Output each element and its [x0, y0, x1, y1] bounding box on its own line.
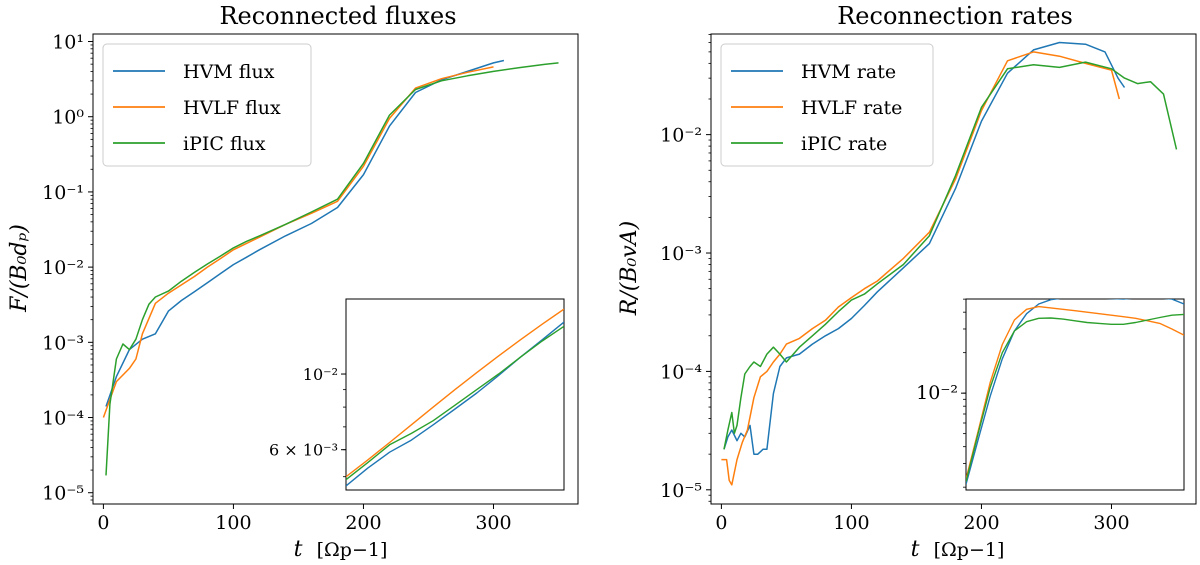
x-axis-label-unit: [Ωp−1]: [317, 539, 388, 561]
y-tick-label: 10⁻⁴: [660, 361, 702, 383]
y-tick-label: 10⁻²: [660, 125, 702, 147]
x-axis-label-main: t: [294, 537, 303, 562]
inset-y-tick-label: 10⁻²: [303, 365, 338, 384]
x-tick-label: 200: [345, 512, 381, 534]
y-tick-label: 10⁰: [52, 107, 84, 129]
x-axis-label-unit: [Ωp−1]: [934, 539, 1005, 561]
x-tick-label: 100: [215, 512, 251, 534]
inset-y-tick-label: 6 × 10⁻³: [269, 441, 338, 460]
reconnected-fluxes-panel: Reconnected fluxes 0 100 200 300 10⁻⁵ 10⁻⁴ 10⁻…: [7, 2, 579, 562]
y-tick-label: 10⁻²: [42, 257, 84, 279]
x-tick-label: 0: [715, 512, 727, 534]
hvm-flux-line: [105, 59, 505, 407]
legend-label: HVLF flux: [183, 97, 281, 119]
inset-frame: [345, 298, 565, 491]
ipic-rate-line: [723, 61, 1178, 450]
x-axis-label-main: t: [911, 537, 920, 562]
inset-ipic-flux-line: [346, 325, 564, 481]
y-axis-label: R/(B₀vA): [617, 221, 642, 316]
y-tick-label: 10⁻⁵: [42, 483, 84, 505]
x-tick-label: 0: [97, 512, 109, 534]
chart-title: Reconnection rates: [837, 2, 1073, 30]
legend-label: iPIC rate: [801, 133, 887, 155]
inset-hvm-rate-line: [966, 299, 1184, 485]
legend-box: [102, 43, 312, 167]
hvlf-rate-line: [721, 51, 1121, 486]
legend-label: iPIC flux: [183, 133, 266, 155]
legend-label: HVM flux: [183, 61, 275, 83]
plot-frame: [710, 33, 1197, 505]
x-tick-label: 200: [963, 512, 999, 534]
x-tick-label: 300: [475, 512, 511, 534]
plot-frame: [92, 33, 579, 505]
legend-label: HVLF rate: [801, 97, 902, 119]
x-tick-label: 100: [833, 512, 869, 534]
y-tick-label: 10⁻⁴: [42, 408, 84, 430]
x-tick-label: 300: [1093, 512, 1129, 534]
legend-label: HVM rate: [801, 61, 896, 83]
inset-hvlf-flux-line: [346, 308, 564, 478]
ipic-flux-line: [105, 62, 559, 476]
y-tick-label: 10⁻¹: [42, 182, 84, 204]
legend-box: [720, 43, 934, 167]
inset-ipic-rate-line: [966, 313, 1184, 482]
y-tick-label: 10⁻³: [660, 243, 702, 265]
reconnection-rates-panel: Reconnection rates 0 100 200 300 10⁻⁵ 10⁻⁴ 10⁻…: [617, 2, 1197, 562]
y-axis-label: F/(B₀dₚ): [7, 224, 32, 313]
y-tick-label: 10⁻⁵: [660, 480, 702, 502]
chart-title: Reconnected fluxes: [219, 2, 456, 30]
y-tick-label: 10¹: [52, 32, 84, 54]
y-tick-label: 10⁻³: [42, 332, 84, 354]
inset-hvlf-rate-line: [966, 305, 1184, 480]
inset-y-tick-label: 10⁻²: [916, 382, 958, 404]
inset-frame: [965, 298, 1185, 491]
